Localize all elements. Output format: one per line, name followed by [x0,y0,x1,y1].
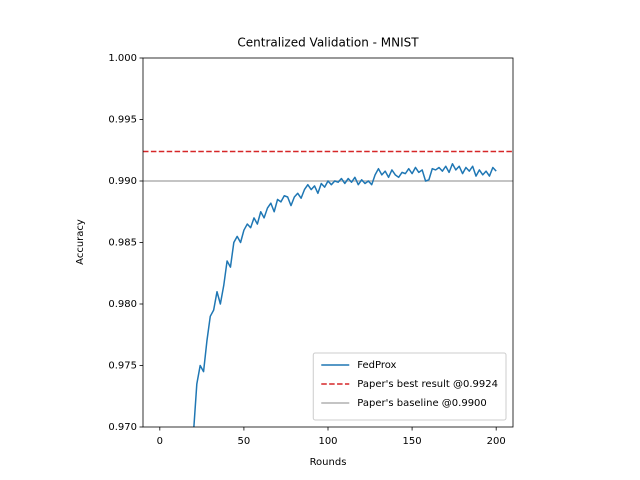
x-tick-label: 150 [403,436,422,447]
legend-label: Paper's baseline @0.9900 [357,398,487,409]
y-tick-label: 0.985 [108,238,137,249]
x-tick-label: 50 [238,436,251,447]
y-tick-label: 0.970 [108,422,137,433]
legend-label: Paper's best result @0.9924 [357,379,498,390]
y-axis-label: Accuracy [75,219,86,265]
legend-box [312,352,507,421]
x-tick-label: 200 [487,436,506,447]
y-tick-label: 0.995 [108,115,137,126]
y-tick-label: 0.980 [108,299,137,310]
legend-label: FedProx [357,360,396,371]
plot-area [143,150,513,427]
y-tick-label: 1.000 [108,53,137,64]
chart-title: Centralized Validation - MNIST [237,36,419,50]
y-tick-label: 0.975 [108,361,137,372]
x-axis-label: Rounds [310,457,347,468]
x-tick-label: 100 [318,436,337,447]
y-tick-label: 0.990 [108,176,137,187]
x-tick-label: 0 [157,436,163,447]
series-line [193,163,497,427]
legend: FedProx Paper's best result @0.9924 Paper'… [312,352,507,421]
